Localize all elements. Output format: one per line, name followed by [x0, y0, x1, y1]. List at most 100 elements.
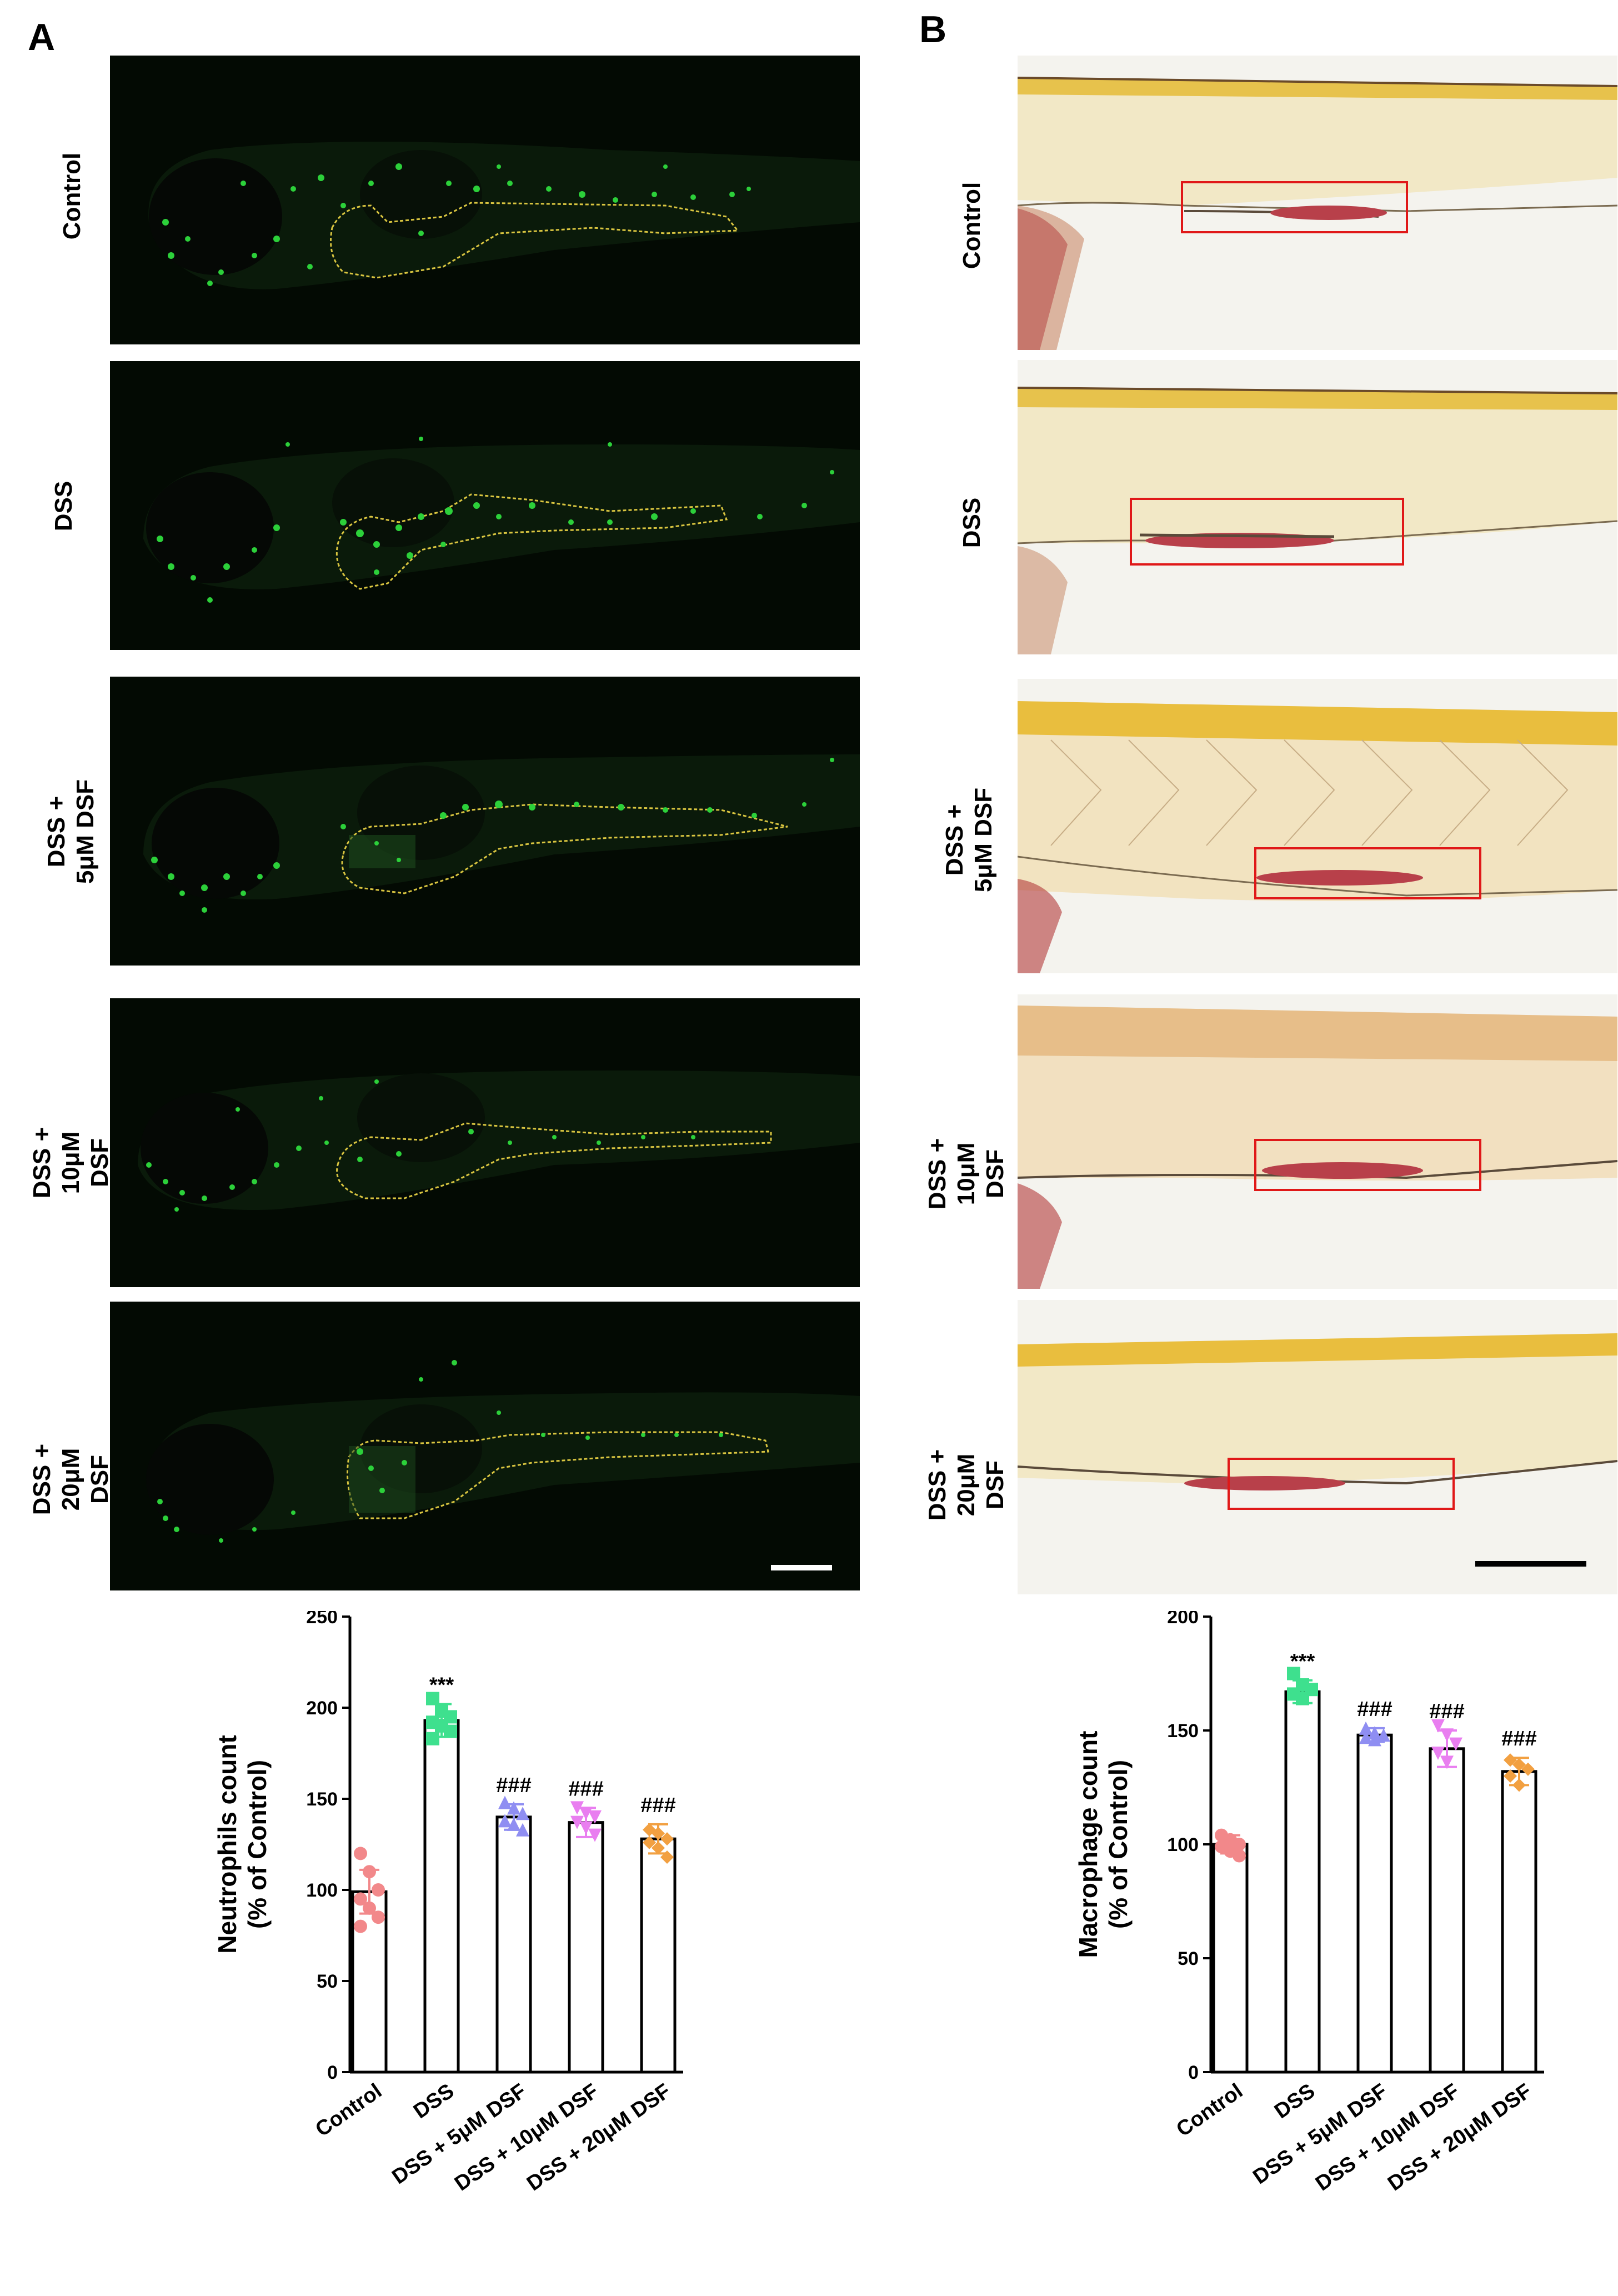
bar-dsf10: [1429, 1747, 1465, 2074]
data-point-dss: [426, 1692, 439, 1705]
data-point-dsf10: [1449, 1737, 1462, 1751]
data-point-dsf10: [1440, 1728, 1454, 1742]
data-point-dsf20: [643, 1835, 656, 1849]
data-point-control: [1233, 1849, 1246, 1863]
y-tick-label: 200: [306, 1698, 338, 1719]
bar-dsf10: [568, 1821, 604, 2074]
y-tick-label: 0: [327, 2062, 338, 2083]
data-point-control: [372, 1883, 385, 1897]
significance-dsf10: ###: [568, 1777, 603, 1800]
data-point-dsf5: [498, 1795, 512, 1809]
data-point-dsf5: [516, 1823, 529, 1837]
row-label-b-dsf20: DSS + 20μM DSF: [924, 1449, 1009, 1521]
y-tick-label: 0: [1188, 2062, 1199, 2083]
y-axis-label: Macrophage count(% of Control): [1074, 1731, 1133, 1958]
panel-letter-b: B: [919, 8, 947, 51]
fluorescence-image-dsf5: [110, 677, 860, 966]
fluorescence-image-dss: [110, 361, 860, 650]
data-point-dsf5: [1368, 1733, 1381, 1747]
data-point-control: [363, 1901, 376, 1915]
data-point-dsf20: [1504, 1769, 1517, 1783]
data-point-control: [372, 1910, 385, 1924]
macrophage-bar-chart: Macrophage count(% of Control) 0 50 100 150 2…: [1074, 1611, 1544, 2195]
row-label-b-control: Control: [958, 182, 985, 269]
data-point-control: [363, 1865, 376, 1879]
roi-box-dsf5: [1254, 847, 1481, 899]
fluorescence-image-dsf20: [110, 1302, 860, 1590]
significance-dsf20: ###: [1501, 1727, 1536, 1750]
row-label-a-dsf10: DSS + 10μM DSF: [28, 1127, 113, 1199]
significance-dsf10: ###: [1429, 1700, 1464, 1723]
category-label-dss: DSS: [409, 2079, 458, 2123]
data-point-dsf20: [660, 1850, 674, 1864]
fluorescence-image-dsf10: [110, 998, 860, 1287]
bar-dss: [423, 1719, 460, 2074]
bar-dsf5: [1356, 1733, 1393, 2074]
data-point-control: [354, 1919, 367, 1933]
roi-box-control: [1181, 181, 1408, 233]
significance-dsf5: ###: [496, 1774, 531, 1797]
significance-dsf20: ###: [640, 1794, 675, 1817]
data-point-dsf10: [588, 1810, 602, 1824]
bar-dsf20: [1501, 1770, 1537, 2074]
y-tick-label: 100: [306, 1880, 338, 1901]
data-point-dsf5: [507, 1801, 520, 1815]
data-point-dsf5: [507, 1817, 520, 1831]
data-point-dsf5: [1377, 1728, 1390, 1742]
data-point-dsf10: [588, 1828, 602, 1842]
roi-box-dsf20: [1228, 1458, 1455, 1510]
data-point-dsf20: [1512, 1758, 1526, 1772]
neutrophils-bar-chart: Neutrophils count(% of Control) 0 50 100 150…: [213, 1611, 683, 2195]
data-point-dsf10: [570, 1815, 584, 1829]
brightfield-image-dsf5: [1018, 679, 1617, 973]
scale-bar-a: [771, 1565, 832, 1570]
scale-bar-b: [1475, 1561, 1586, 1567]
y-tick-label: 200: [1167, 1611, 1199, 1628]
row-label-a-control: Control: [58, 152, 86, 240]
data-point-dsf10: [579, 1807, 593, 1820]
significance-dss: ***: [429, 1673, 454, 1697]
data-point-dsf5: [1359, 1730, 1372, 1744]
row-label-a-dsf5: DSS + 5μM DSF: [43, 779, 99, 884]
data-point-control: [354, 1847, 367, 1860]
brightfield-image-dsf10: [1018, 994, 1617, 1289]
significance-dss: ***: [1290, 1650, 1315, 1673]
y-tick-label: 50: [317, 1971, 338, 1992]
category-label-control: Control: [311, 2079, 386, 2142]
data-point-dsf5: [516, 1807, 529, 1820]
data-point-dsf20: [1504, 1753, 1517, 1767]
data-point-dsf20: [652, 1827, 665, 1840]
category-label-dss: DSS: [1270, 2079, 1319, 2123]
row-label-a-dss: DSS: [50, 481, 77, 532]
data-point-dsf5: [1359, 1721, 1372, 1735]
y-axis-label: Neutrophils count(% of Control): [213, 1735, 272, 1954]
y-tick-label: 250: [306, 1611, 338, 1628]
data-point-dss: [1296, 1692, 1309, 1705]
data-point-dss: [1287, 1667, 1300, 1680]
roi-box-dss: [1130, 498, 1404, 566]
bar-control: [1212, 1843, 1249, 2074]
data-point-dsf20: [1521, 1762, 1535, 1776]
data-point-dsf10: [570, 1801, 584, 1815]
bar-dss: [1284, 1690, 1321, 2074]
data-point-dsf5: [1368, 1726, 1381, 1740]
brightfield-image-dss: [1018, 360, 1617, 654]
data-point-dsf20: [652, 1841, 665, 1855]
data-point-control: [354, 1892, 367, 1906]
row-label-b-dsf10: DSS + 10μM DSF: [924, 1138, 1009, 1210]
category-label-control: Control: [1172, 2079, 1247, 2142]
data-point-dss: [444, 1724, 457, 1738]
data-point-dsf5: [498, 1814, 512, 1828]
data-point-dsf10: [1440, 1755, 1454, 1769]
data-point-dss: [426, 1732, 439, 1745]
data-point-dsf10: [579, 1821, 593, 1835]
y-tick-label: 50: [1178, 1948, 1199, 1969]
row-label-a-dsf20: DSS + 20μM DSF: [28, 1443, 113, 1515]
data-point-dsf20: [660, 1832, 674, 1846]
row-label-b-dss: DSS: [958, 497, 985, 548]
brightfield-image-dsf20: [1018, 1300, 1617, 1594]
data-point-dsf10: [1431, 1719, 1445, 1733]
y-tick-label: 150: [1167, 1720, 1199, 1742]
panel-letter-a: A: [28, 16, 56, 58]
row-label-b-dsf5: DSS + 5μM DSF: [941, 787, 997, 893]
